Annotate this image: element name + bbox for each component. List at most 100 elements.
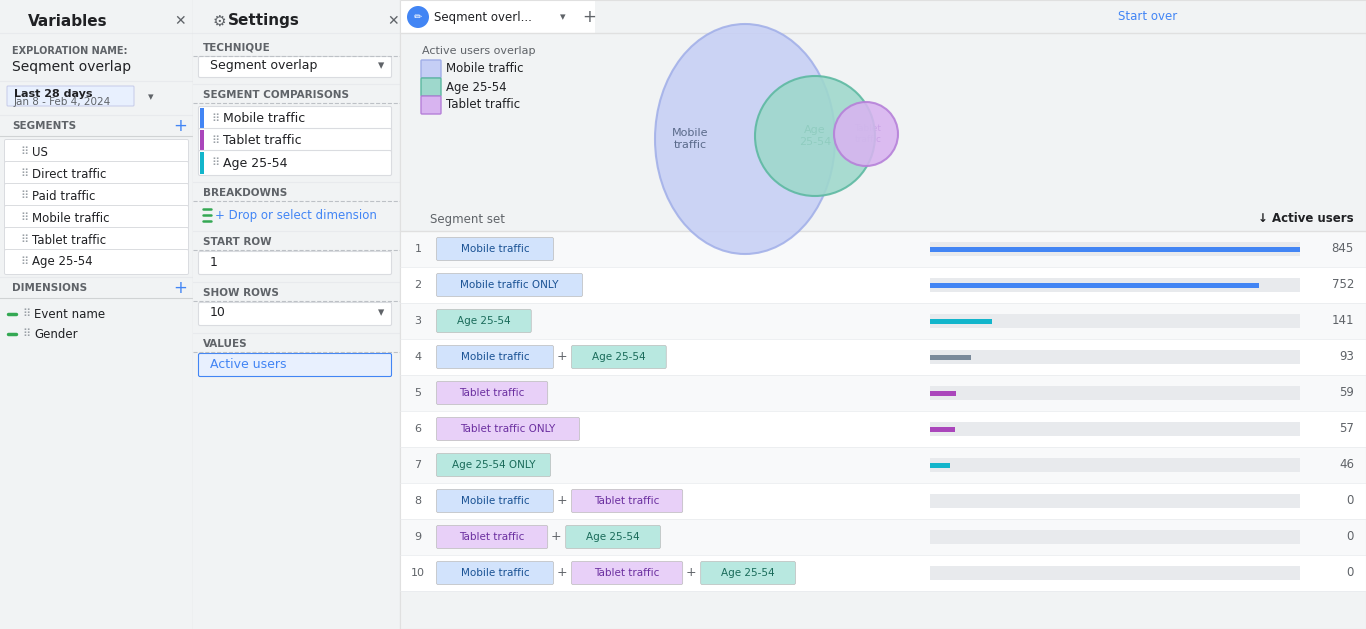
Bar	[930, 391, 956, 396]
FancyBboxPatch shape	[566, 525, 661, 548]
Text: Seqment overl...: Seqment overl...	[434, 11, 531, 23]
Text: Age 25-54: Age 25-54	[458, 316, 511, 326]
Text: 59: 59	[1339, 386, 1354, 399]
Text: Variables: Variables	[27, 13, 108, 28]
Text: Seqment overlap: Seqment overlap	[12, 60, 131, 74]
Ellipse shape	[656, 24, 835, 254]
Text: VALUES: VALUES	[204, 339, 247, 349]
Text: Age
25-54: Age 25-54	[799, 125, 831, 147]
Text: EXPLORATION NAME:: EXPLORATION NAME:	[12, 46, 127, 56]
FancyBboxPatch shape	[437, 562, 553, 584]
FancyBboxPatch shape	[437, 525, 548, 548]
FancyBboxPatch shape	[198, 252, 392, 274]
Text: ⠿: ⠿	[22, 309, 30, 319]
FancyBboxPatch shape	[437, 418, 579, 440]
Bar	[930, 318, 992, 323]
FancyBboxPatch shape	[437, 238, 553, 260]
Text: 845: 845	[1332, 243, 1354, 255]
Bar	[930, 242, 1300, 256]
Circle shape	[407, 6, 429, 28]
Text: 46: 46	[1339, 459, 1354, 472]
Text: Mobile traffic: Mobile traffic	[447, 62, 523, 75]
Text: ✕: ✕	[175, 14, 186, 28]
Text: Paid traffic: Paid traffic	[31, 189, 96, 203]
Bar	[930, 247, 1300, 252]
Text: 9: 9	[414, 532, 422, 542]
Bar	[930, 355, 971, 360]
Text: +: +	[173, 279, 187, 297]
Text: Mobile
traffic: Mobile traffic	[672, 128, 708, 150]
FancyBboxPatch shape	[4, 250, 189, 274]
Bar	[400, 555, 1366, 591]
Text: Tablet traffic: Tablet traffic	[459, 388, 525, 398]
Bar	[199, 152, 204, 174]
FancyBboxPatch shape	[437, 274, 582, 296]
FancyBboxPatch shape	[421, 96, 441, 114]
Text: Active users overlap: Active users overlap	[422, 46, 535, 56]
Text: ▾: ▾	[378, 60, 384, 72]
Text: +: +	[557, 567, 567, 579]
FancyBboxPatch shape	[4, 206, 189, 230]
Bar	[400, 0, 1366, 33]
Text: Mobile traffic: Mobile traffic	[460, 568, 529, 578]
Text: Age 25-54: Age 25-54	[223, 157, 287, 169]
Text: Tablet
traffic: Tablet traffic	[855, 124, 881, 144]
Text: Tablet traffic: Tablet traffic	[459, 532, 525, 542]
Text: Jan 8 - Feb 4, 2024: Jan 8 - Feb 4, 2024	[14, 97, 111, 107]
Text: ⠿: ⠿	[20, 169, 29, 179]
FancyBboxPatch shape	[701, 562, 795, 584]
Text: Mobile traffic: Mobile traffic	[460, 244, 529, 254]
Text: Age 25-54: Age 25-54	[721, 568, 775, 578]
Text: SHOW ROWS: SHOW ROWS	[204, 288, 279, 298]
FancyBboxPatch shape	[7, 86, 134, 106]
Bar	[400, 339, 1366, 375]
Bar	[930, 422, 1300, 436]
Bar	[400, 375, 1366, 411]
Text: 2: 2	[414, 280, 422, 290]
Text: Tablet traffic: Tablet traffic	[223, 135, 302, 147]
Bar	[930, 426, 955, 431]
FancyBboxPatch shape	[198, 353, 392, 377]
Bar	[930, 282, 1259, 287]
Text: Settings: Settings	[228, 13, 301, 28]
FancyBboxPatch shape	[571, 345, 667, 369]
Bar	[400, 231, 1366, 267]
Text: 5: 5	[414, 388, 422, 398]
FancyBboxPatch shape	[437, 489, 553, 513]
Bar	[930, 458, 1300, 472]
Text: 4: 4	[414, 352, 422, 362]
Text: Segment set: Segment set	[430, 213, 505, 226]
Text: Age 25-54: Age 25-54	[447, 81, 507, 94]
FancyBboxPatch shape	[4, 228, 189, 252]
Text: +: +	[550, 530, 561, 543]
Text: Age 25-54 ONLY: Age 25-54 ONLY	[452, 460, 535, 470]
Text: ⠿: ⠿	[210, 136, 219, 146]
Text: 0: 0	[1347, 567, 1354, 579]
FancyBboxPatch shape	[4, 162, 189, 187]
Text: 57: 57	[1339, 423, 1354, 435]
Text: ⠿: ⠿	[20, 213, 29, 223]
Circle shape	[755, 76, 876, 196]
Text: DIMENSIONS: DIMENSIONS	[12, 283, 87, 293]
Text: Tablet traffic: Tablet traffic	[31, 233, 107, 247]
Text: 10: 10	[210, 306, 225, 320]
Text: Start over: Start over	[1117, 11, 1177, 23]
Text: Age 25-54: Age 25-54	[591, 352, 646, 362]
FancyBboxPatch shape	[198, 128, 392, 153]
Text: 1: 1	[210, 255, 217, 269]
Text: ⠿: ⠿	[20, 191, 29, 201]
Text: Mobile traffic: Mobile traffic	[460, 496, 529, 506]
Text: SEGMENT COMPARISONS: SEGMENT COMPARISONS	[204, 90, 348, 100]
Text: 0: 0	[1347, 494, 1354, 508]
Text: +: +	[173, 117, 187, 135]
Text: ⠿: ⠿	[210, 114, 219, 124]
Text: ⠿: ⠿	[20, 147, 29, 157]
Text: +: +	[582, 8, 596, 26]
Text: START ROW: START ROW	[204, 237, 272, 247]
Text: SEGMENTS: SEGMENTS	[12, 121, 76, 131]
Text: +: +	[557, 350, 567, 364]
Text: ✏: ✏	[414, 12, 422, 22]
Bar	[930, 278, 1300, 292]
Text: ✕: ✕	[387, 14, 399, 28]
Text: ⠿: ⠿	[22, 329, 30, 339]
